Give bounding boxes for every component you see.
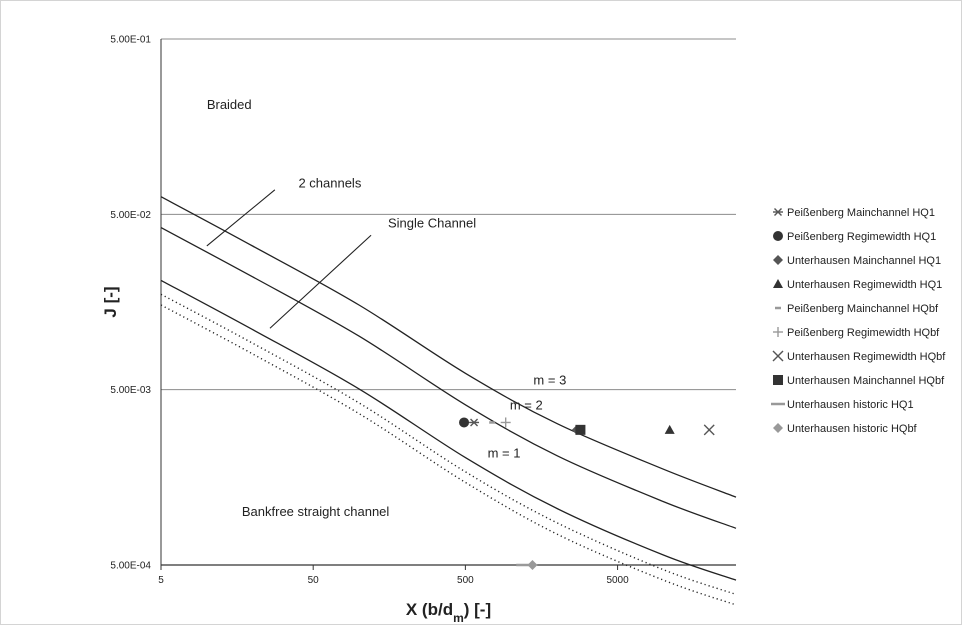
curve-m2 — [160, 227, 737, 529]
marker-stroke — [470, 418, 479, 427]
legend-item: Unterhausen Mainchannel HQbf — [773, 375, 945, 387]
annotation-pointer-line — [206, 189, 276, 247]
annotation-label: m = 1 — [488, 446, 521, 461]
y-tick-label: 5.00E-02 — [110, 210, 151, 221]
legend-label: Unterhausen Mainchannel HQ1 — [787, 255, 941, 267]
x-tick-label: 500 — [457, 575, 474, 586]
legend-label: Peißenberg Regimewidth HQbf — [787, 327, 940, 339]
legend-marker — [773, 279, 783, 288]
annotations: Braided 2 channels Single Channel m = 3 m = … — [207, 97, 566, 519]
y-tick-label: 5.00E-03 — [110, 385, 151, 396]
legend-item: Unterhausen historic HQ1 — [771, 399, 914, 411]
marker-shape — [773, 375, 783, 385]
data-points — [459, 417, 715, 570]
x-tick-label: 50 — [308, 575, 320, 586]
x-axis-title-end: ) [-] — [464, 600, 491, 619]
legend-marker — [773, 423, 783, 433]
legend-label: Unterhausen Regimewidth HQ1 — [787, 279, 942, 291]
marker-shape — [773, 423, 783, 433]
legend-label: Peißenberg Regimewidth HQ1 — [787, 231, 936, 243]
legend-item: Peißenberg Mainchannel HQ1 — [773, 207, 935, 219]
curve-m3 — [160, 196, 737, 498]
marker-stroke — [772, 350, 784, 362]
y-tick-label: 5.00E-01 — [110, 35, 151, 46]
legend-marker — [773, 255, 783, 265]
data-point — [469, 418, 480, 427]
legend-item: Unterhausen historic HQbf — [773, 423, 918, 435]
x-tick-label: 5 — [158, 575, 164, 586]
data-point — [703, 424, 715, 436]
marker-shape — [527, 560, 538, 570]
data-point — [664, 424, 675, 434]
data-point — [575, 424, 586, 435]
annotation-label: 2 channels — [298, 176, 361, 191]
gridlines — [161, 38, 736, 566]
curve-m1 — [160, 279, 737, 581]
data-point — [527, 560, 538, 570]
legend-marker — [772, 350, 784, 362]
marker-shape — [664, 424, 675, 434]
marker-stroke — [774, 208, 782, 216]
axes — [160, 39, 736, 570]
legend-label: Unterhausen historic HQbf — [787, 423, 918, 435]
legend-item: Unterhausen Regimewidth HQbf — [772, 350, 946, 363]
annotation-label: m = 2 — [510, 398, 543, 413]
data-point — [459, 417, 470, 428]
marker-shape — [773, 231, 783, 241]
legend-item: Peißenberg Mainchannel HQbf — [775, 303, 939, 315]
data-point — [500, 417, 511, 428]
marker-shape — [773, 279, 783, 288]
annotation-label: m = 3 — [533, 373, 566, 388]
legend-marker — [773, 208, 783, 216]
annotation-label: Bankfree straight channel — [242, 504, 390, 519]
marker-stroke — [703, 424, 715, 436]
legend-marker — [773, 231, 783, 241]
marker-shape — [575, 424, 586, 435]
x-axis-title: X (b/dm) [-] — [406, 600, 491, 624]
legend-label: Unterhausen Mainchannel HQbf — [787, 375, 945, 387]
legend-label: Peißenberg Mainchannel HQbf — [787, 303, 939, 315]
legend-item: Peißenberg Regimewidth HQ1 — [773, 231, 936, 243]
legend-marker — [773, 327, 783, 337]
legend-label: Peißenberg Mainchannel HQ1 — [787, 207, 935, 219]
annotation-label: Single Channel — [388, 216, 476, 231]
legend-item: Unterhausen Mainchannel HQ1 — [773, 255, 941, 267]
annotation-pointers — [206, 189, 372, 329]
x-axis-title-main: X (b/d — [406, 600, 453, 619]
marker-shape — [459, 417, 470, 428]
dotted-curve-4 — [160, 304, 737, 606]
x-axis-title-sub: m — [453, 611, 464, 624]
annotation-label: Braided — [207, 97, 252, 112]
legend-item: Unterhausen Regimewidth HQ1 — [773, 279, 942, 291]
y-tick-label: 5.00E-04 — [110, 561, 151, 572]
annotation-pointer-line — [269, 234, 372, 329]
legend-marker — [773, 375, 783, 385]
legend: Peißenberg Mainchannel HQ1 Peißenberg Reg… — [771, 207, 946, 435]
tick-labels: 5.00E-01 5.00E-02 5.00E-03 5.00E-04 5 50 500 50… — [110, 35, 629, 587]
legend-label: Unterhausen historic HQ1 — [787, 399, 914, 411]
x-tick-label: 5000 — [606, 575, 629, 586]
curves — [160, 196, 737, 606]
legend-item: Peißenberg Regimewidth HQbf — [773, 327, 940, 339]
y-axis-title: J [-] — [101, 286, 120, 317]
legend-label: Unterhausen Regimewidth HQbf — [787, 351, 946, 363]
marker-shape — [773, 255, 783, 265]
